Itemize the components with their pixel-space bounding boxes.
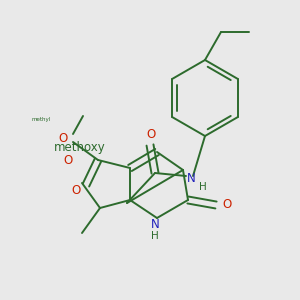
Text: O: O [71,184,81,196]
Text: methyl: methyl [32,118,51,122]
Text: methoxy: methoxy [54,142,106,154]
Text: O: O [222,199,232,212]
Text: N: N [187,172,195,184]
Text: O: O [63,154,73,167]
Text: H: H [199,182,207,192]
Text: O: O [58,133,68,146]
Text: H: H [151,231,159,241]
Text: N: N [151,218,159,230]
Text: O: O [146,128,156,140]
